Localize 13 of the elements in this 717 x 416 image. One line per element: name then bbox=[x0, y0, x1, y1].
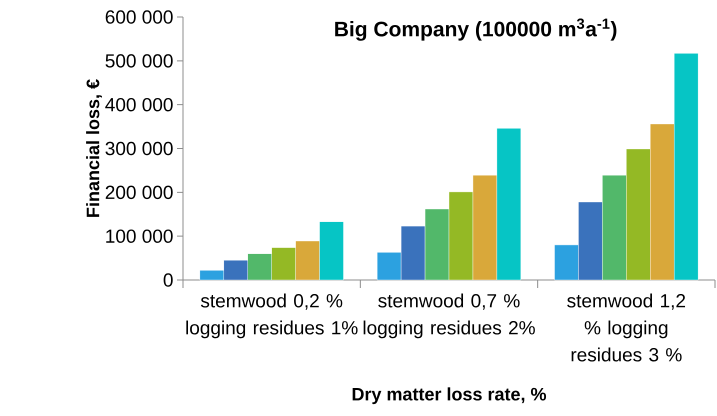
x-tick-label: stemwood 0,2 % logging residues 1% bbox=[186, 294, 358, 338]
y-tick-label: 500 000 bbox=[106, 54, 173, 68]
y-tick-label: 0 bbox=[164, 273, 173, 287]
y-tick-label: 200 000 bbox=[106, 186, 173, 200]
x-tick-label: stemwood 1,2 % logging residues 3 % bbox=[567, 294, 686, 362]
x-tick-label: stemwood 0,7 % logging residues 2% bbox=[364, 294, 535, 338]
chart-title: Big Company (100000 m$^{3}$a$^{-1}$) bbox=[335, 18, 616, 41]
x-axis-title: Dry matter loss rate, % bbox=[352, 387, 546, 404]
y-tick-label: 100 000 bbox=[106, 229, 173, 243]
y-tick-label: 400 000 bbox=[105, 98, 173, 112]
y-tick-label: 600 000 bbox=[106, 10, 173, 24]
y-tick-label: 300 000 bbox=[106, 142, 173, 156]
y-axis-title: Financial loss, € bbox=[86, 79, 102, 217]
